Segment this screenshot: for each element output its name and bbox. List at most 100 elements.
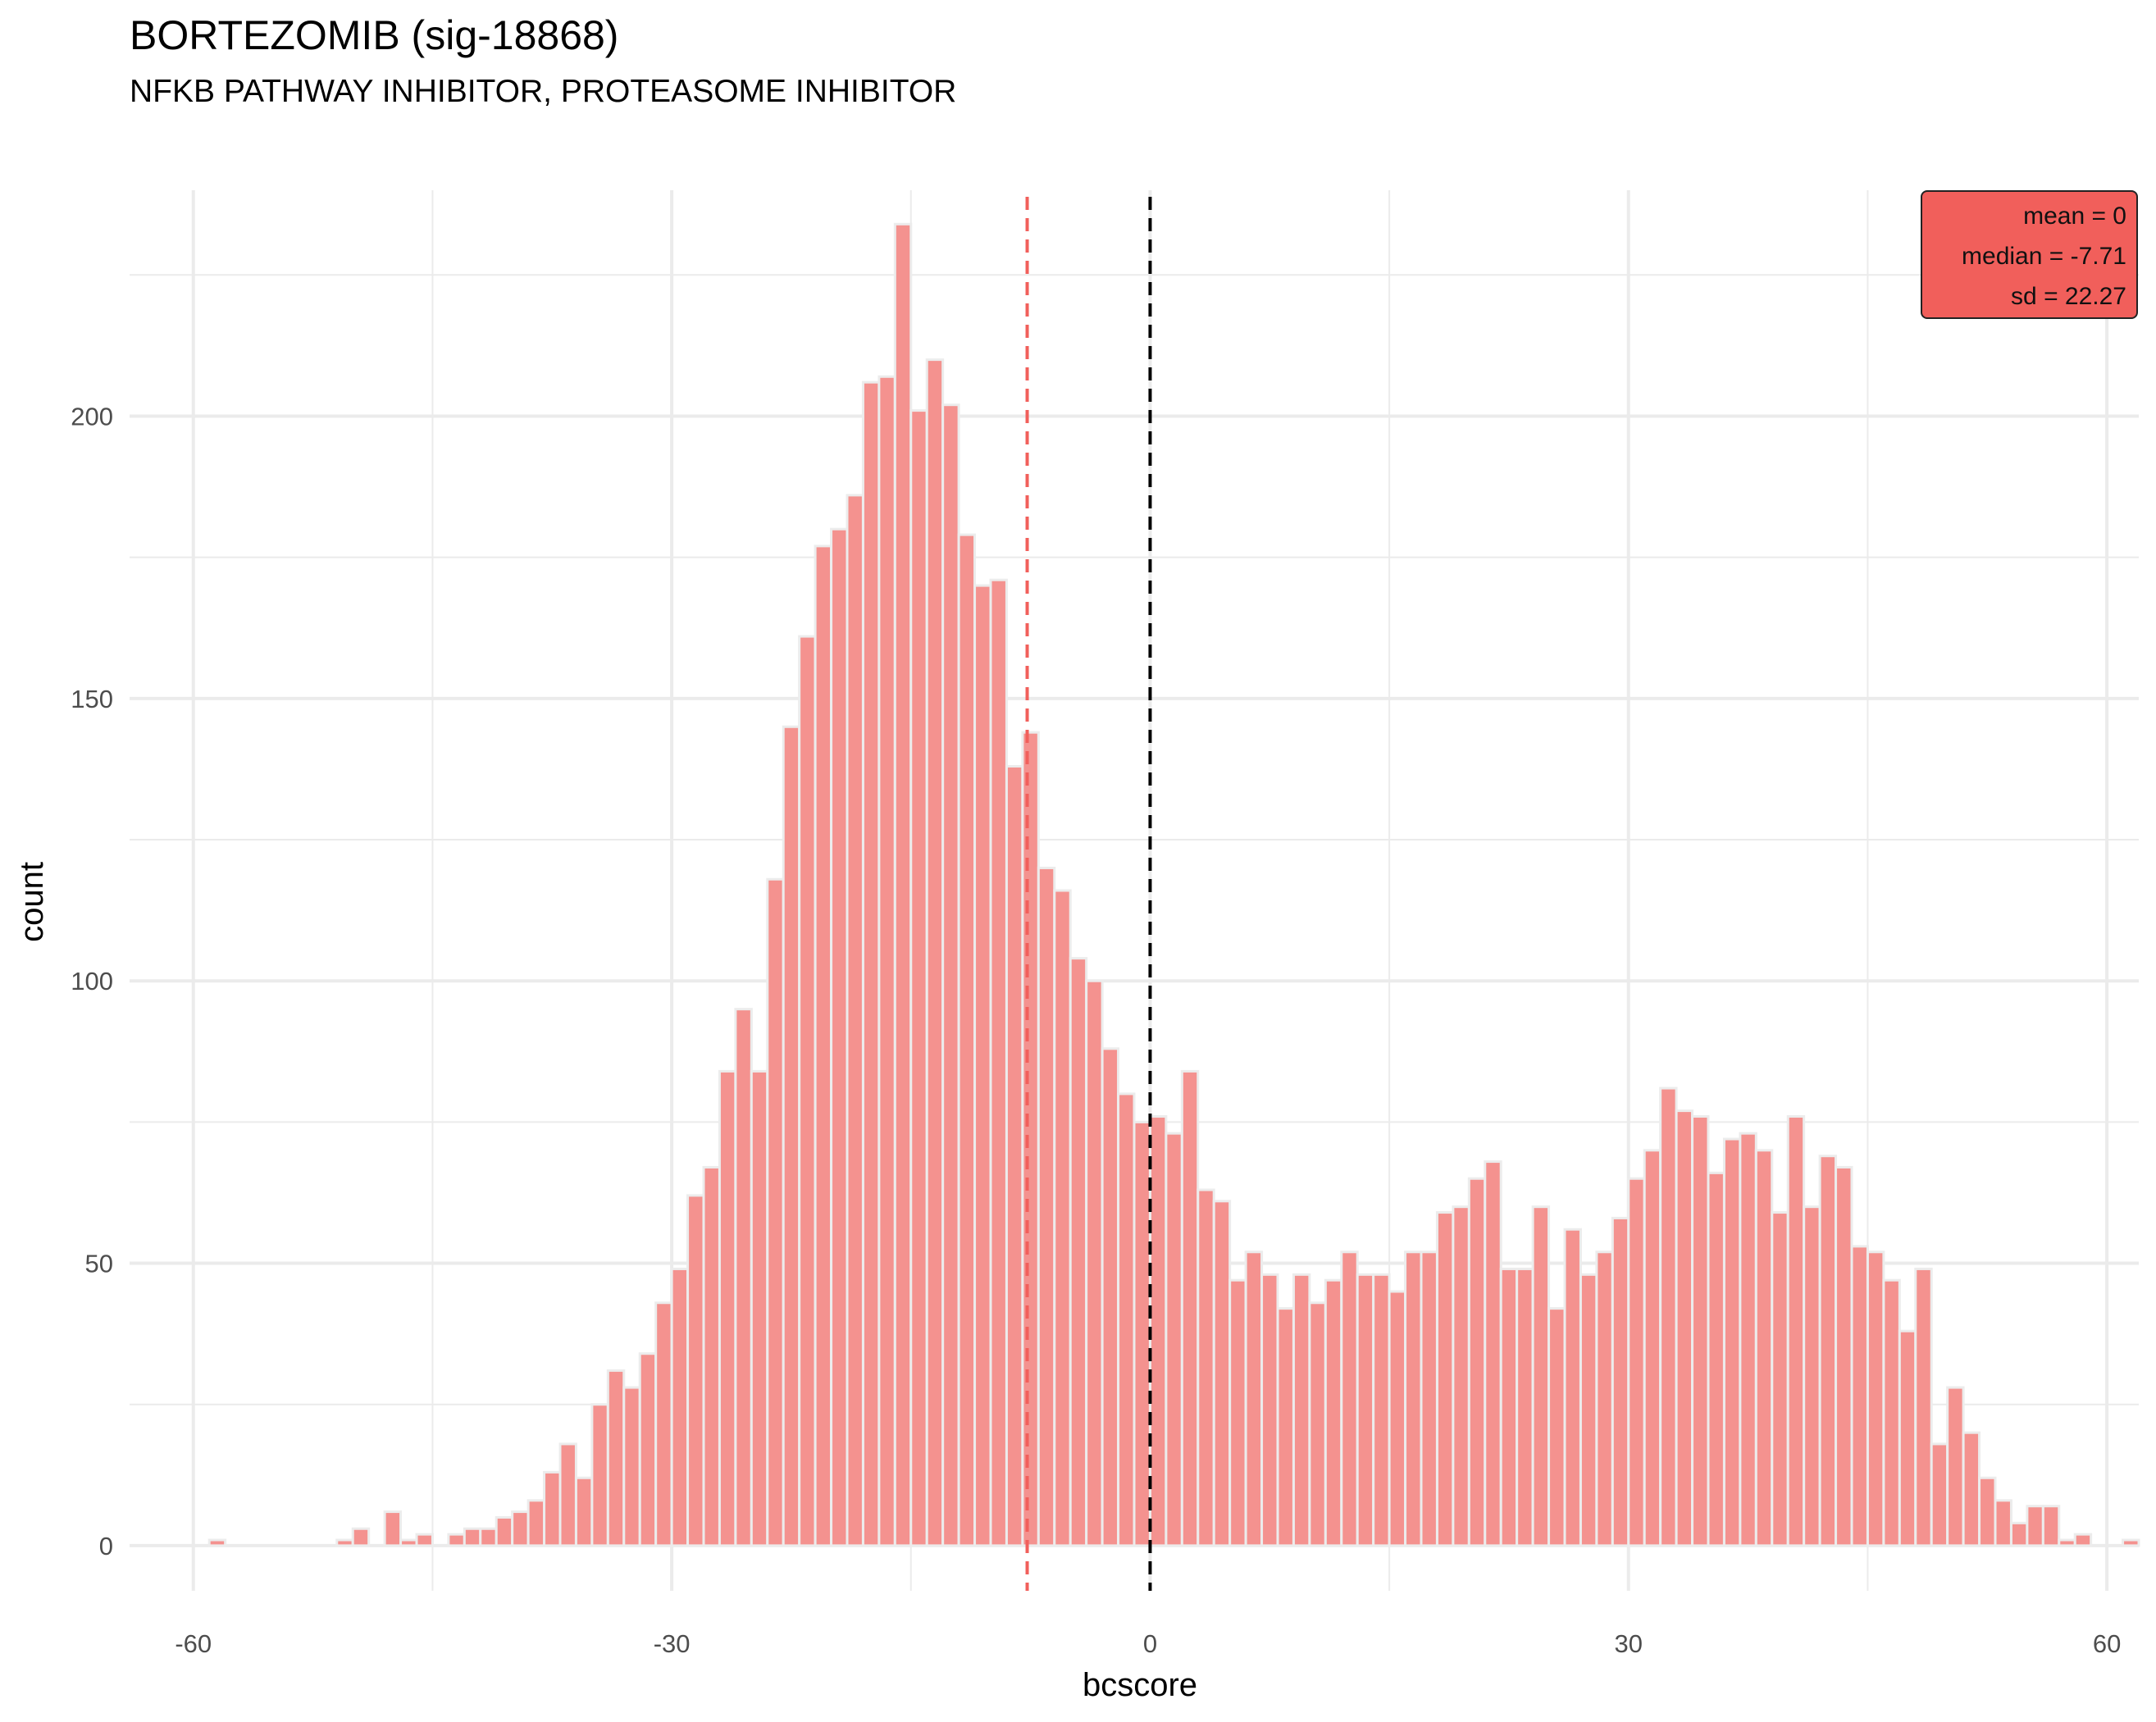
y-tick-label: 0 — [99, 1532, 113, 1560]
histogram-bar — [622, 1386, 641, 1547]
x-tick-label: 0 — [1143, 1629, 1157, 1658]
histogram-bar — [830, 527, 849, 1547]
x-tick-label: 60 — [2093, 1629, 2121, 1658]
histogram-bar — [1627, 1177, 1646, 1547]
histogram-bar — [415, 1533, 434, 1547]
histogram-bar — [734, 1008, 753, 1547]
histogram-bar — [1659, 1086, 1678, 1547]
histogram-bar — [1579, 1273, 1598, 1547]
histogram-bar — [1484, 1160, 1502, 1547]
histogram-bar — [1069, 957, 1088, 1547]
x-axis-label: bcscore — [1083, 1667, 1197, 1703]
histogram-bar — [574, 1476, 594, 1547]
histogram-bar — [718, 1069, 737, 1547]
histogram-bar — [351, 1527, 371, 1547]
histogram-bar — [207, 1538, 227, 1547]
summary-stats-box: mean = 0 median = -7.71 sd = 22.27 — [1921, 190, 2138, 319]
histogram-bar — [1005, 764, 1024, 1547]
histogram-bar — [925, 358, 945, 1547]
histogram-bar — [1340, 1250, 1359, 1547]
histogram-bar — [1101, 1047, 1120, 1547]
histogram-bar — [654, 1301, 673, 1547]
histogram-bar — [1292, 1273, 1311, 1547]
chart-subtitle: NFKB PATHWAY INHIBITOR, PROTEASOME INHIB… — [130, 74, 957, 109]
histogram-bar — [495, 1515, 514, 1547]
histogram-bar — [1420, 1250, 1438, 1547]
histogram-bar — [909, 409, 928, 1547]
histogram-bar — [1994, 1499, 2012, 1547]
histogram-bar — [766, 877, 785, 1547]
histogram-bar — [1946, 1386, 1965, 1547]
histogram-bar — [1707, 1171, 1725, 1547]
y-tick-label: 100 — [71, 967, 113, 995]
x-tick-label: 30 — [1615, 1629, 1643, 1658]
chart-title: BORTEZOMIB (sig-18868) — [130, 12, 619, 58]
histogram-bar — [1276, 1307, 1295, 1547]
histogram-bar — [1914, 1267, 1933, 1547]
histogram-bar — [1085, 979, 1104, 1547]
histogram-bar — [2041, 1505, 2061, 1547]
histogram-bar — [957, 533, 977, 1547]
histogram-bar — [1643, 1149, 1662, 1547]
histogram-bar — [2058, 1538, 2076, 1547]
histogram-bar — [1866, 1250, 1885, 1547]
stat-median: median = -7.71 — [1962, 243, 2126, 270]
histogram-bar — [1021, 731, 1040, 1547]
histogram-bar — [1754, 1149, 1774, 1547]
histogram-bar — [686, 1194, 705, 1547]
histogram-bar — [750, 1069, 769, 1547]
histogram-bar — [1978, 1476, 1997, 1547]
histogram-bar — [606, 1369, 626, 1547]
histogram-bar — [1452, 1205, 1470, 1547]
histogram-bar — [1244, 1250, 1264, 1547]
histogram-bar — [877, 375, 896, 1547]
histogram-bar — [1739, 1132, 1757, 1547]
histogram-bar — [1180, 1069, 1200, 1547]
histogram-bar — [1611, 1216, 1630, 1547]
histogram-bar — [941, 403, 960, 1547]
histogram-bar — [1467, 1177, 1487, 1547]
histogram-bar — [893, 222, 913, 1547]
histogram-bar — [1547, 1307, 1566, 1547]
stat-sd: sd = 22.27 — [2011, 283, 2126, 310]
histogram-bar — [1803, 1205, 1821, 1547]
histogram-bar — [1930, 1442, 1949, 1547]
histogram-bar — [1037, 866, 1056, 1547]
histogram-bar — [1499, 1267, 1519, 1547]
histogram-bar — [1691, 1114, 1710, 1547]
histogram-bar — [1308, 1301, 1327, 1547]
histogram-bars — [207, 222, 2140, 1547]
axis-tick-labels: -60 -30 0 30 60 0 50 100 150 200 — [71, 402, 2121, 1658]
stat-mean: mean = 0 — [2023, 203, 2126, 230]
histogram-bar — [702, 1165, 721, 1547]
histogram-bar — [1356, 1273, 1375, 1547]
histogram-bar — [1324, 1278, 1343, 1547]
histogram-bar — [447, 1533, 466, 1547]
histogram-bar — [1260, 1273, 1279, 1547]
y-tick-label: 50 — [85, 1250, 113, 1278]
histogram-bar — [1595, 1250, 1614, 1547]
y-axis-label: count — [14, 862, 50, 942]
histogram-bar — [1197, 1188, 1215, 1547]
histogram-bar — [399, 1538, 418, 1547]
histogram-bar — [383, 1510, 403, 1547]
histogram-bar — [558, 1442, 577, 1547]
histogram-bar — [846, 494, 864, 1547]
histogram-bar — [511, 1510, 530, 1547]
histogram-bar — [1148, 1114, 1168, 1547]
histogram-bar — [1531, 1205, 1551, 1547]
histogram-bar — [1675, 1109, 1694, 1547]
y-tick-label: 200 — [71, 402, 113, 430]
histogram-bar — [2073, 1533, 2093, 1547]
histogram-bar — [1818, 1155, 1838, 1547]
histogram-bar — [1882, 1278, 1901, 1547]
histogram-bar — [973, 584, 992, 1547]
histogram-bar — [1212, 1200, 1232, 1547]
histogram-bar — [1117, 1092, 1136, 1547]
histogram-bar — [1850, 1245, 1869, 1547]
histogram-bar — [1404, 1250, 1423, 1547]
x-tick-label: -60 — [175, 1629, 212, 1658]
histogram-bar — [989, 578, 1008, 1547]
histogram-bar — [1786, 1114, 1806, 1547]
